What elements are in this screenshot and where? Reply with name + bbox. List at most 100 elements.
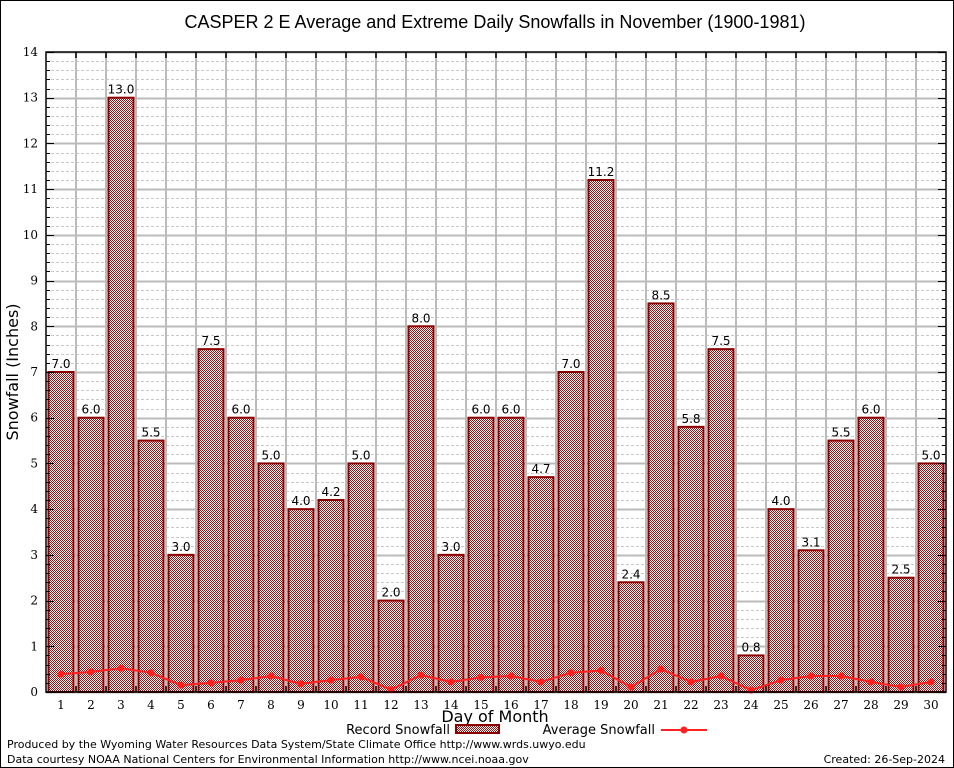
x-tick-label: 12 <box>383 698 398 712</box>
x-tick-label: 20 <box>623 698 638 712</box>
x-tick-labels: 1 2 3 4 5 6 7 8 9 10 11 12 13 14 15 16 17 18 19 20 21 22 23 24 2… <box>57 698 938 712</box>
y-tick-label: 13 <box>23 91 38 105</box>
bar-value-label: 11.2 <box>588 165 615 179</box>
bar-value-label: 2.4 <box>621 567 640 581</box>
y-tick-label: 7 <box>30 365 38 379</box>
bar-day-21 <box>647 302 675 693</box>
average-point-day-21 <box>657 665 665 673</box>
average-point-day-5 <box>177 681 185 689</box>
bar-day-27 <box>827 439 855 694</box>
bar-day-23 <box>707 348 735 693</box>
bar-day-30 <box>917 462 945 693</box>
average-point-day-8 <box>267 672 275 680</box>
x-tick-label: 3 <box>117 698 125 712</box>
bar-day-14 <box>437 553 465 693</box>
axes <box>45 51 947 693</box>
bar-value-label: 6.0 <box>501 403 520 417</box>
bar-day-20 <box>617 581 645 693</box>
bar-value-label: 5.0 <box>351 448 370 462</box>
chart-title: CASPER 2 E Average and Extreme Daily Sno… <box>185 12 806 32</box>
y-tick-label: 0 <box>30 685 38 699</box>
bar-day-5 <box>167 553 195 693</box>
bar-value-label: 4.7 <box>531 462 550 476</box>
bar-value-label: 2.0 <box>381 586 400 600</box>
x-tick-label: 22 <box>683 698 698 712</box>
bar-day-19 <box>587 179 615 693</box>
bar-value-label: 4.0 <box>771 494 790 508</box>
y-tick-label: 11 <box>23 182 38 196</box>
bar-day-11 <box>347 462 375 693</box>
y-axis-label: Snowfall (Inches) <box>3 303 22 440</box>
bar-day-22 <box>677 425 705 693</box>
bar-value-label: 6.0 <box>471 403 490 417</box>
bar-day-16 <box>497 416 525 693</box>
x-tick-label: 17 <box>533 698 548 712</box>
average-point-day-23 <box>717 672 725 680</box>
x-tick-label: 5 <box>177 698 185 712</box>
bar-day-15 <box>467 416 495 693</box>
average-snowfall-line <box>60 667 932 692</box>
bar-value-label: 7.0 <box>51 357 70 371</box>
legend-record-swatch <box>455 724 500 734</box>
average-point-day-17 <box>537 678 545 686</box>
bar-day-10 <box>317 499 345 693</box>
x-tick-label: 18 <box>563 698 578 712</box>
bar-day-26 <box>797 549 825 693</box>
bar-value-label: 7.5 <box>201 334 220 348</box>
bar-value-label: 3.1 <box>801 535 820 549</box>
x-tick-label: 8 <box>267 698 275 712</box>
average-point-day-25 <box>777 676 785 684</box>
x-tick-label: 23 <box>713 698 728 712</box>
average-point-day-15 <box>477 673 485 681</box>
bar-day-2 <box>77 416 105 693</box>
legend-average-marker <box>680 726 688 734</box>
bar-value-label: 7.5 <box>711 334 730 348</box>
average-point-day-13 <box>417 671 425 679</box>
bar-value-label: 6.0 <box>81 403 100 417</box>
average-point-day-10 <box>327 676 335 684</box>
footer-producer: Produced by the Wyoming Water Resources … <box>7 738 586 751</box>
bar-day-13 <box>407 325 435 693</box>
bar-value-label: 8.5 <box>651 288 670 302</box>
average-point-day-28 <box>867 678 875 686</box>
bar-day-9 <box>287 508 315 693</box>
legend-average-label: Average Snowfall <box>543 723 655 738</box>
x-tick-label: 24 <box>743 698 759 712</box>
x-tick-label: 13 <box>413 698 428 712</box>
bar-day-4 <box>137 439 165 694</box>
bar-day-8 <box>257 462 285 693</box>
x-tick-label: 29 <box>893 698 908 712</box>
x-tick-label: 10 <box>323 698 338 712</box>
average-point-day-18 <box>567 669 575 677</box>
bar-value-label: 4.0 <box>291 494 310 508</box>
y-tick-label: 12 <box>23 136 38 150</box>
bar-labels: 7.0 6.0 13.0 5.5 3.0 7.5 6.0 5.0 4.0 4.2 5.0 2.0 8.0… <box>51 83 940 655</box>
x-tick-label: 16 <box>503 698 518 712</box>
y-tick-label: 5 <box>30 456 38 470</box>
average-point-day-27 <box>837 672 845 680</box>
bar-day-1 <box>47 371 75 693</box>
x-tick-label: 9 <box>297 698 305 712</box>
y-tick-label: 3 <box>30 548 38 562</box>
x-axis-label: Day of Month <box>441 707 548 726</box>
x-tick-label: 2 <box>87 698 95 712</box>
bar-value-label: 7.0 <box>561 357 580 371</box>
average-line <box>57 664 935 694</box>
x-tick-label: 4 <box>147 698 155 712</box>
x-tick-label: 7 <box>237 698 245 712</box>
y-tick-label: 14 <box>23 45 39 59</box>
bar-day-7 <box>227 416 255 693</box>
average-point-day-1 <box>57 670 65 678</box>
bar-value-label: 5.0 <box>261 448 280 462</box>
bar-day-6 <box>197 348 225 693</box>
x-tick-label: 19 <box>593 698 608 712</box>
bar-day-29 <box>887 576 915 694</box>
x-tick-label: 27 <box>833 698 848 712</box>
x-tick-label: 15 <box>473 698 488 712</box>
bar-day-3 <box>107 96 135 693</box>
legend: Record Snowfall Average Snowfall <box>346 723 707 738</box>
bar-day-17 <box>527 476 555 693</box>
y-tick-label: 6 <box>30 411 38 425</box>
